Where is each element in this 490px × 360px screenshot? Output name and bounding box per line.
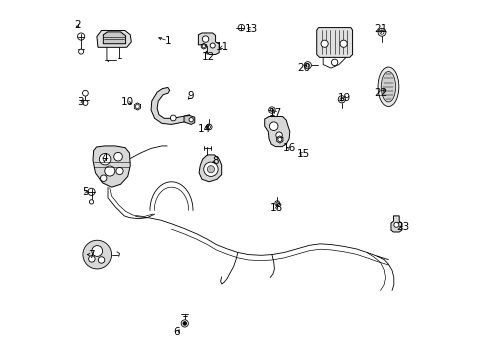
Polygon shape <box>151 87 190 125</box>
Circle shape <box>183 321 187 325</box>
Text: 4: 4 <box>101 153 108 163</box>
Polygon shape <box>97 31 131 47</box>
Polygon shape <box>103 32 125 44</box>
Circle shape <box>189 118 194 122</box>
Circle shape <box>270 122 278 131</box>
Ellipse shape <box>381 72 395 102</box>
Circle shape <box>210 43 215 48</box>
Polygon shape <box>93 146 130 187</box>
Ellipse shape <box>378 67 399 107</box>
Polygon shape <box>317 28 353 57</box>
Circle shape <box>82 90 88 96</box>
Circle shape <box>92 246 102 256</box>
Text: 22: 22 <box>375 88 388 98</box>
Text: 2: 2 <box>74 20 80 30</box>
Circle shape <box>270 108 273 112</box>
Text: 18: 18 <box>270 203 283 213</box>
Circle shape <box>135 104 139 108</box>
Circle shape <box>394 222 399 227</box>
Circle shape <box>99 153 111 165</box>
Circle shape <box>202 45 205 48</box>
Text: 5: 5 <box>82 187 89 197</box>
Circle shape <box>77 33 85 40</box>
Text: 1: 1 <box>165 36 171 46</box>
Circle shape <box>338 96 345 103</box>
Text: 14: 14 <box>198 124 212 134</box>
Text: 6: 6 <box>173 327 179 337</box>
Circle shape <box>88 188 95 195</box>
Circle shape <box>206 124 212 130</box>
Circle shape <box>321 40 328 47</box>
Text: 12: 12 <box>202 52 215 62</box>
Circle shape <box>171 115 176 121</box>
Circle shape <box>202 36 209 42</box>
Circle shape <box>331 59 338 66</box>
Circle shape <box>105 166 115 176</box>
Circle shape <box>340 98 343 101</box>
Text: 7: 7 <box>88 249 95 260</box>
Circle shape <box>78 49 84 54</box>
Circle shape <box>278 138 282 141</box>
Polygon shape <box>184 116 195 125</box>
Circle shape <box>116 167 123 175</box>
Circle shape <box>378 28 386 36</box>
Circle shape <box>83 100 88 105</box>
Polygon shape <box>265 117 290 147</box>
Circle shape <box>83 240 112 269</box>
Circle shape <box>276 132 282 138</box>
Circle shape <box>89 200 94 204</box>
Circle shape <box>98 257 105 263</box>
Circle shape <box>276 202 278 204</box>
Text: 17: 17 <box>269 108 282 118</box>
Circle shape <box>269 107 275 113</box>
Circle shape <box>304 62 311 69</box>
Circle shape <box>207 166 215 173</box>
Circle shape <box>306 63 310 67</box>
Circle shape <box>238 24 245 31</box>
Text: 8: 8 <box>212 156 219 166</box>
Circle shape <box>114 152 122 161</box>
Polygon shape <box>199 155 221 182</box>
Text: 19: 19 <box>338 93 351 103</box>
Text: 9: 9 <box>187 91 194 102</box>
Text: 13: 13 <box>245 24 258 34</box>
Text: 21: 21 <box>374 24 387 35</box>
Circle shape <box>380 30 384 34</box>
Circle shape <box>204 162 218 176</box>
Circle shape <box>340 40 347 47</box>
Circle shape <box>89 256 95 262</box>
Circle shape <box>275 201 280 206</box>
Text: 15: 15 <box>296 149 310 159</box>
Polygon shape <box>391 216 402 232</box>
Polygon shape <box>198 33 219 54</box>
Text: 3: 3 <box>77 97 83 107</box>
Circle shape <box>100 175 107 181</box>
Text: 11: 11 <box>216 42 229 52</box>
Text: 23: 23 <box>396 222 410 232</box>
Text: 10: 10 <box>121 97 134 107</box>
Text: 20: 20 <box>297 63 310 73</box>
Circle shape <box>208 126 211 129</box>
Text: 16: 16 <box>283 143 296 153</box>
Circle shape <box>181 320 188 327</box>
